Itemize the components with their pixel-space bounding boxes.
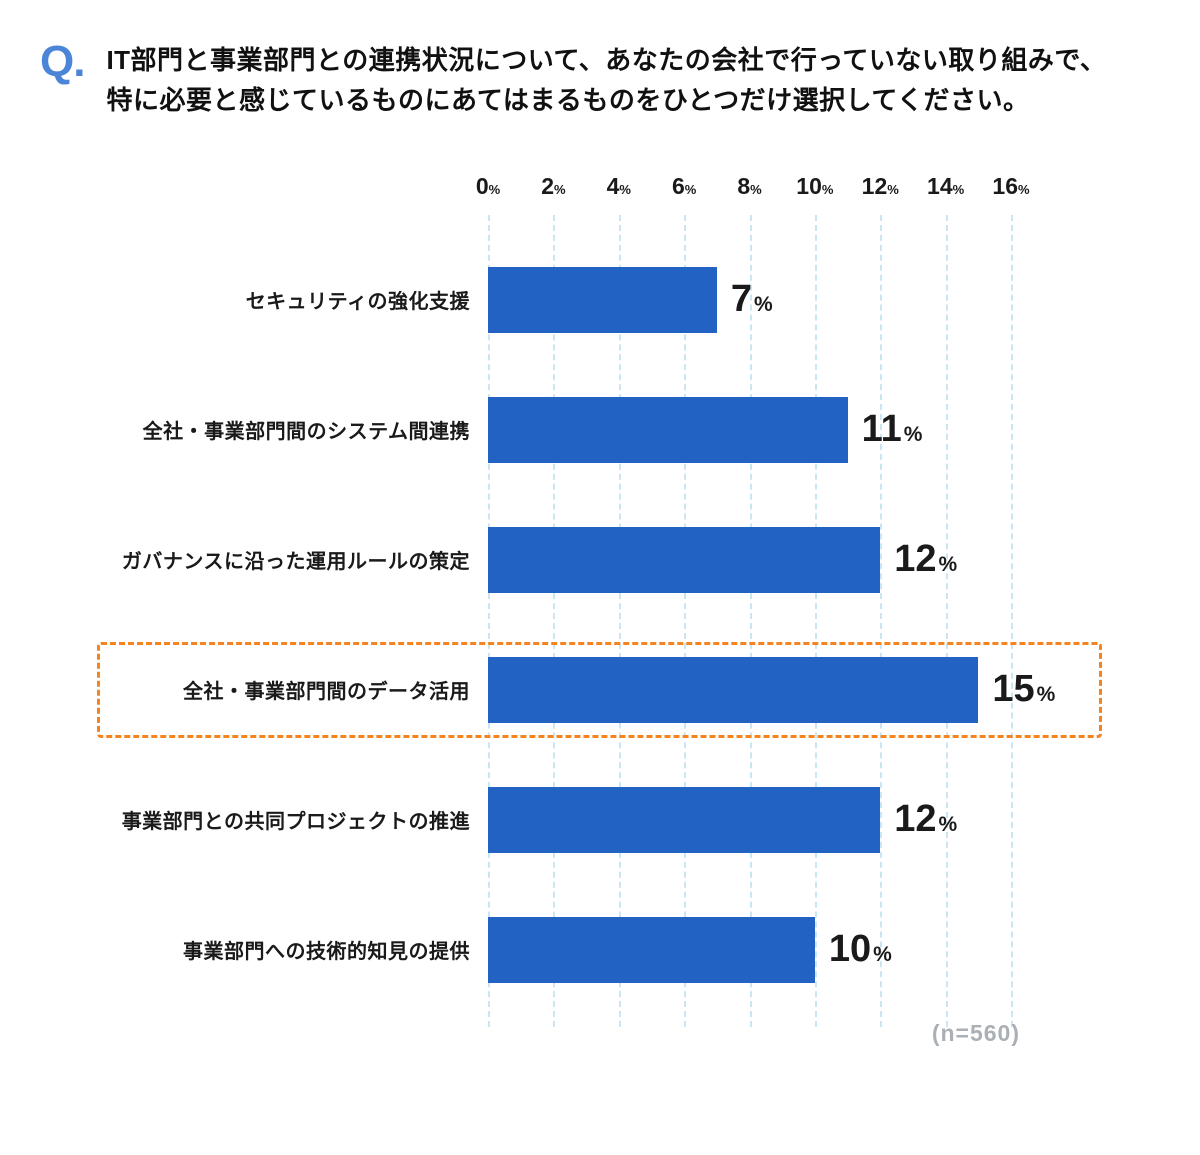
chart-row: 全社・事業部門間のデータ活用 15% (0, 625, 1200, 755)
x-axis-tick-label: 10% (796, 172, 834, 199)
chart-row: 事業部門への技術的知見の提供 10% (0, 885, 1200, 1015)
chart-rows: セキュリティの強化支援 7% 全社・事業部門間のシステム間連携 11% ガバナンスに沿っ… (0, 235, 1200, 1015)
question-mark: Q. (40, 37, 85, 86)
x-axis-tick-label: 16% (992, 172, 1030, 199)
x-axis-tick-label: 12% (861, 172, 899, 199)
value-label: 12% (894, 798, 958, 841)
value-label: 12% (894, 538, 958, 581)
value-label: 10% (828, 928, 892, 971)
x-axis-tick-label: 6% (671, 172, 697, 199)
question-block: Q. IT部門と事業部門との連携状況について、あなたの会社で行っていない取り組み… (0, 0, 1200, 121)
category-label: ガバナンスに沿った運用ルールの策定 (121, 551, 470, 574)
bar (488, 396, 848, 463)
value-label: 11% (861, 408, 923, 451)
bar (488, 266, 717, 333)
bar (488, 656, 979, 723)
chart-row: 全社・事業部門間のシステム間連携 11% (0, 365, 1200, 495)
category-label: セキュリティの強化支援 (245, 291, 470, 314)
category-label: 全社・事業部門間のデータ活用 (183, 681, 470, 704)
x-axis-tick-label: 14% (927, 172, 965, 199)
bar-cell: 15% (488, 656, 1200, 723)
category-label: 事業部門との共同プロジェクトの推進 (121, 811, 470, 834)
bar-cell: 12% (488, 786, 1200, 853)
value-label: 15% (992, 668, 1056, 711)
bar-cell: 12% (488, 526, 1200, 593)
bar (488, 786, 881, 853)
chart-row: 事業部門との共同プロジェクトの推進 12% (0, 755, 1200, 885)
bar (488, 916, 815, 983)
x-axis-tick-label: 0% (475, 172, 501, 199)
chart-row: セキュリティの強化支援 7% (0, 235, 1200, 365)
bar-chart: 0% 2% 4% 6% 8% 10% 12% 14% 16% セキュリティの強化支援 7% 全社・事… (0, 173, 1200, 1053)
x-axis-tick-label: 2% (541, 172, 566, 199)
bar (488, 526, 881, 593)
x-axis-tick-label: 8% (737, 172, 762, 199)
bar-cell: 7% (488, 266, 1200, 333)
category-label: 全社・事業部門間のシステム間連携 (142, 421, 470, 444)
chart-row: ガバナンスに沿った運用ルールの策定 12% (0, 495, 1200, 625)
question-text: IT部門と事業部門との連携状況について、あなたの会社で行っていない取り組みで、 … (106, 40, 1106, 121)
question-line-1: IT部門と事業部門との連携状況について、あなたの会社で行っていない取り組みで、 (106, 45, 1107, 75)
category-label: 事業部門への技術的知見の提供 (183, 941, 470, 964)
value-label: 7% (730, 278, 773, 321)
sample-size-note: (n=560) (931, 1019, 1020, 1046)
x-axis: 0% 2% 4% 6% 8% 10% 12% 14% 16% (476, 172, 1030, 215)
x-axis-tick-label: 4% (606, 172, 631, 199)
question-line-2: 特に必要と感じているものにあてはまるものをひとつだけ選択してください。 (106, 85, 1030, 116)
bar-cell: 10% (488, 916, 1200, 983)
bar-cell: 11% (488, 396, 1200, 463)
